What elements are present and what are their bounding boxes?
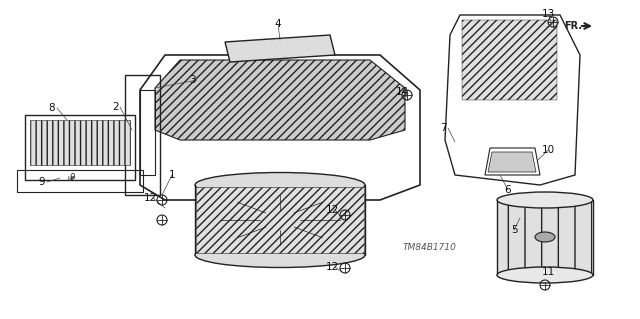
Text: 5: 5	[511, 225, 517, 235]
Text: 8: 8	[49, 103, 55, 113]
Bar	[498, 201, 592, 274]
Ellipse shape	[497, 192, 593, 208]
PathPatch shape	[155, 60, 405, 140]
Text: 9: 9	[69, 174, 75, 182]
Text: 6: 6	[505, 185, 511, 195]
Polygon shape	[488, 152, 536, 172]
Text: FR.: FR.	[564, 21, 582, 31]
Text: μρ: μρ	[68, 175, 76, 181]
Text: 10: 10	[541, 145, 555, 155]
Polygon shape	[225, 35, 335, 62]
Text: 11: 11	[541, 267, 555, 277]
Bar	[196, 187, 364, 253]
Bar	[30, 120, 130, 165]
Text: 4: 4	[275, 19, 282, 29]
Text: 12: 12	[325, 205, 339, 215]
Ellipse shape	[195, 173, 365, 197]
Text: 12: 12	[325, 262, 339, 272]
Text: 9: 9	[38, 177, 45, 187]
Ellipse shape	[195, 242, 365, 268]
Text: TM84B1710: TM84B1710	[403, 243, 457, 253]
Text: 7: 7	[440, 123, 446, 133]
Ellipse shape	[535, 232, 555, 242]
Text: 2: 2	[113, 102, 119, 112]
Text: 14: 14	[396, 87, 408, 97]
Ellipse shape	[497, 267, 593, 283]
Bar	[462, 20, 557, 100]
Text: 3: 3	[189, 75, 195, 85]
Text: 1: 1	[169, 170, 175, 180]
Text: 13: 13	[541, 9, 555, 19]
Text: 12: 12	[143, 193, 157, 203]
